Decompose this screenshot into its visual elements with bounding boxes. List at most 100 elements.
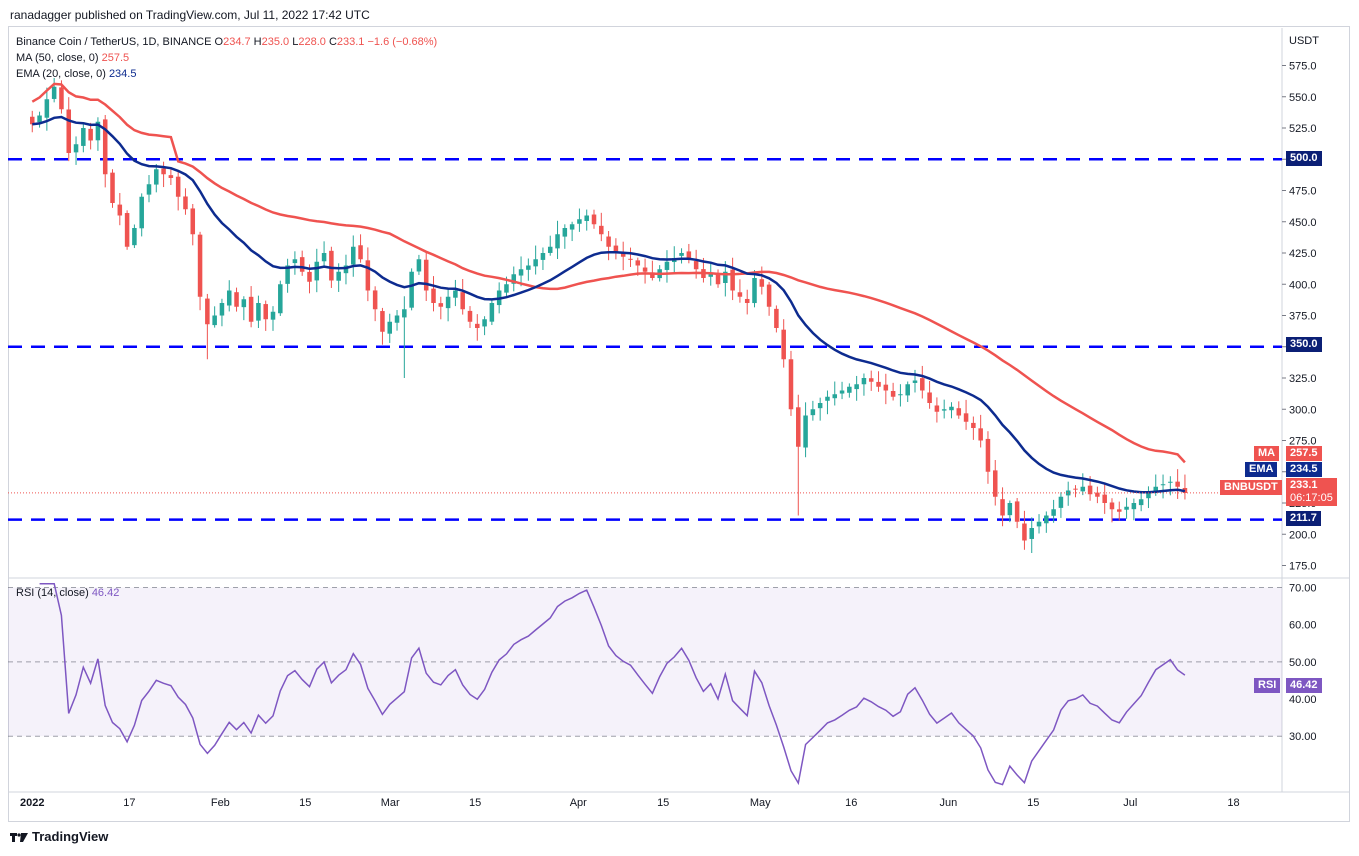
candle-body: [336, 271, 341, 281]
candle-body: [723, 271, 728, 283]
published-caption: ranadagger published on TradingView.com,…: [10, 8, 370, 22]
candle-body: [139, 196, 144, 229]
candle-body: [1036, 521, 1042, 527]
candle-body: [285, 265, 290, 284]
high-label: H: [253, 36, 262, 48]
candle-body: [475, 323, 480, 328]
candle-body: [1007, 503, 1013, 516]
candle-body: [1000, 499, 1005, 516]
candle-body: [154, 169, 159, 185]
candle-body: [1138, 499, 1144, 506]
time-tick-label: Feb: [211, 797, 230, 809]
candle-body: [774, 308, 779, 328]
time-tick-label: May: [750, 797, 771, 809]
candle-body: [66, 109, 72, 153]
candle-body: [161, 168, 166, 175]
candle-body: [1065, 490, 1071, 496]
candle-body: [992, 470, 998, 497]
time-tick-label: Jul: [1123, 797, 1137, 809]
close-label: C: [328, 36, 337, 48]
candle-body: [102, 119, 108, 175]
candle-body: [708, 274, 713, 277]
candle-body: [920, 378, 925, 391]
candle-body: [278, 284, 283, 314]
candle-body: [299, 257, 305, 272]
candle-body: [1146, 493, 1151, 499]
candle-body: [752, 278, 757, 304]
candle-body: [788, 359, 794, 410]
candle-body: [803, 415, 808, 448]
rsi-legend-value: 46.42: [91, 587, 120, 599]
candle-body: [263, 304, 268, 320]
candle-body: [1102, 494, 1107, 503]
time-tick-label: 15: [1027, 797, 1039, 809]
candle-body: [664, 261, 670, 270]
candle-body: [1080, 486, 1086, 492]
candle-body: [372, 290, 378, 310]
candle-body: [584, 215, 589, 221]
candle-body: [292, 259, 298, 264]
price-tick-label: 200.0: [1289, 529, 1317, 541]
candle-body: [241, 299, 247, 308]
price-tick-label: 575.0: [1289, 61, 1317, 73]
time-tick-label: 15: [657, 797, 669, 809]
candle-body: [124, 213, 130, 247]
ema-tag-name: EMA: [1245, 462, 1278, 477]
candle-body: [73, 144, 79, 153]
candle-body: [489, 303, 495, 322]
symbol-last-price: 233.1: [1290, 479, 1318, 491]
candle-body: [205, 298, 210, 325]
level-350-tag: 350.0: [1286, 337, 1322, 352]
candle-body: [30, 116, 35, 125]
candle-body: [971, 422, 976, 428]
time-tick-label: 2022: [20, 797, 44, 809]
candle-body: [1073, 488, 1078, 490]
rsi-tick-label: 70.00: [1289, 582, 1317, 594]
candle-body: [796, 407, 801, 447]
candle-body: [438, 303, 444, 307]
candle-body: [314, 261, 320, 281]
price-legend: Binance Coin / TetherUS, 1D, BINANCE O23…: [16, 36, 437, 48]
candle-body: [854, 384, 859, 390]
candle-body: [569, 224, 575, 230]
time-tick-label: Apr: [570, 797, 587, 809]
candle-body: [380, 311, 385, 332]
open-value: 234.7: [223, 36, 251, 48]
ema-legend-value: 234.5: [108, 68, 137, 80]
price-tick-label: 275.0: [1289, 436, 1317, 448]
candle-body: [759, 279, 765, 287]
ma-legend: MA (50, close, 0) 257.5: [16, 52, 129, 64]
time-tick-label: 18: [1227, 797, 1239, 809]
candle-body: [44, 99, 50, 118]
time-tick-label: 15: [299, 797, 311, 809]
candle-body: [526, 265, 531, 270]
candle-body: [781, 329, 786, 360]
candle-body: [693, 261, 699, 270]
ema-legend-label: EMA (20, close, 0): [16, 68, 106, 80]
candle-body: [628, 258, 633, 260]
candle-body: [1160, 484, 1166, 486]
candle-body: [1175, 481, 1180, 487]
candle-body: [533, 259, 538, 267]
candle-body: [88, 128, 93, 141]
candle-body: [847, 386, 852, 393]
open-label: O: [214, 36, 224, 48]
candle-body: [547, 246, 553, 253]
candle-body: [832, 394, 838, 399]
ma-tag-name: MA: [1254, 446, 1280, 461]
candle-body: [212, 315, 217, 326]
candle-body: [1051, 509, 1056, 516]
candle-body: [890, 390, 896, 397]
symbol-tag-value: 233.1 06:17:05: [1286, 478, 1337, 506]
high-value: 235.0: [261, 36, 290, 48]
candle-body: [416, 259, 422, 272]
rsi-tick-label: 60.00: [1289, 620, 1317, 632]
candle-body: [467, 310, 473, 322]
candle-body: [715, 272, 721, 285]
candle-body: [963, 413, 969, 422]
candle-body: [606, 236, 611, 247]
footer-brand[interactable]: TradingView: [32, 829, 109, 844]
candle-body: [635, 260, 641, 266]
candle-body: [810, 409, 816, 416]
